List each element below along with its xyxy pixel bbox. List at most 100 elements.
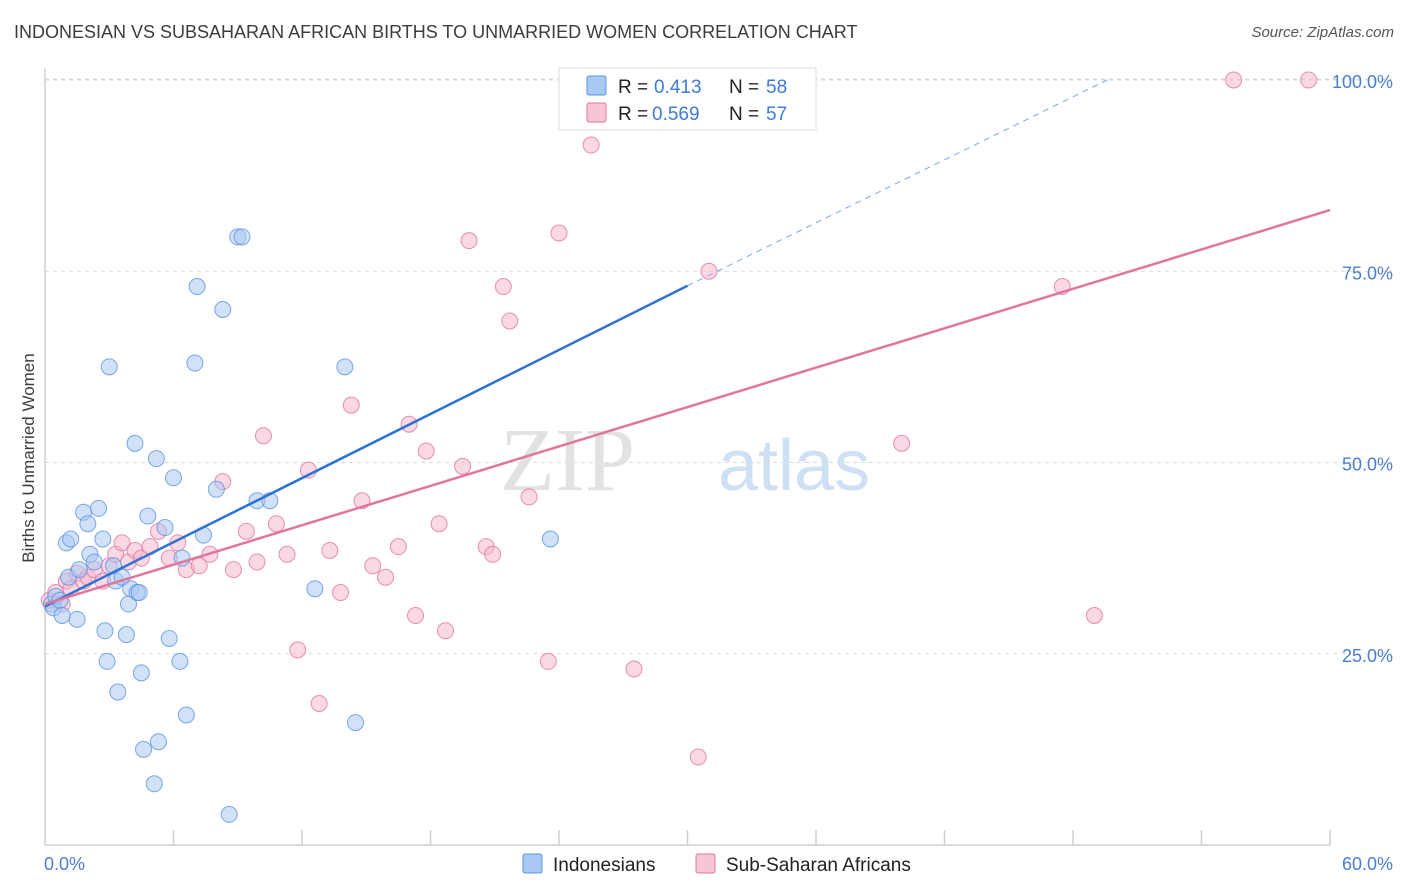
indonesians-point (96, 622, 114, 640)
legend-r-label-2: R = (618, 104, 648, 125)
grid-lines (45, 78, 1392, 655)
indonesians-point (79, 515, 97, 533)
subsaharan-point (364, 557, 382, 575)
subsaharan-point (550, 224, 568, 242)
indonesians-point (94, 530, 112, 548)
indonesians-point (100, 358, 118, 376)
indonesians-point (85, 553, 103, 571)
y-axis-label: Births to Unmarried Women (19, 353, 38, 562)
indonesians-point (98, 652, 116, 670)
legend-n-value-2: 57 (766, 104, 787, 125)
indonesians-point (233, 228, 251, 246)
subsaharan-point (689, 748, 707, 766)
indonesians-point (147, 450, 165, 468)
subsaharan-point (460, 232, 478, 250)
subsaharan-point (625, 660, 643, 678)
subsaharan-point (520, 488, 538, 506)
subsaharan-point (893, 434, 911, 452)
legend-swatch-blue (586, 75, 607, 96)
x-tick-label-max: 60.0% (1342, 854, 1393, 874)
watermark: ZIP atlas (500, 411, 870, 510)
indonesians-point (130, 584, 148, 602)
subsaharan-point (332, 584, 350, 602)
subsaharan-point (1300, 71, 1318, 89)
subsaharan-point (430, 515, 448, 533)
y-tick-label: 25.0% (1342, 646, 1393, 666)
legend-series-name-1: Indonesians (553, 855, 655, 876)
legend-series: Indonesians Sub-Saharan Africans (522, 853, 911, 876)
indonesians-point (70, 561, 88, 579)
trend-lines (44, 79, 1331, 608)
indonesians-point (160, 629, 178, 647)
legend-series-name-2: Sub-Saharan Africans (726, 855, 911, 876)
indonesians-point (135, 740, 153, 758)
y-tick-label: 75.0% (1342, 263, 1393, 283)
legend-n-label-2: N = (729, 104, 759, 125)
indonesians-point (68, 610, 86, 628)
subsaharan-point (407, 607, 425, 624)
indonesians-point (188, 278, 206, 296)
subsaharan-point (417, 442, 435, 460)
subsaharan-point (484, 545, 502, 563)
subsaharan-point (113, 534, 131, 552)
subsaharan-point (1085, 607, 1103, 624)
indonesians-point (117, 626, 135, 644)
legend-n-label-1: N = (729, 77, 759, 98)
indonesians-trend-line (44, 284, 689, 608)
indonesians-point (150, 733, 168, 751)
legend-swatch-subsaharan (695, 853, 716, 874)
indonesians-point (171, 652, 189, 670)
indonesians-point (139, 507, 157, 525)
legend-r-value-1: 0.413 (654, 77, 702, 98)
legend-swatch-pink (586, 102, 607, 123)
subsaharan-point (436, 622, 454, 640)
indonesians-point (53, 607, 71, 624)
indonesians-point (186, 354, 204, 372)
subsaharan-point (539, 652, 557, 670)
indonesians-point (62, 530, 80, 548)
subsaharan-point (700, 262, 718, 280)
subsaharan-trend-line (44, 208, 1331, 606)
subsaharan-point (1225, 71, 1243, 89)
indonesians-point (207, 480, 225, 498)
chart-title: INDONESIAN VS SUBSAHARAN AFRICAN BIRTHS … (14, 22, 858, 42)
subsaharan-point (321, 541, 339, 559)
indonesians-point (132, 664, 150, 682)
indonesians-point (156, 519, 174, 537)
indonesians-point (336, 358, 354, 376)
legend-stats: R = 0.413 N = 58 R = 0.569 N = 57 (558, 67, 817, 131)
subsaharan-point (267, 515, 285, 533)
indonesians-point (90, 499, 108, 517)
y-tick-label: 50.0% (1342, 455, 1393, 475)
indonesians-point (214, 301, 232, 318)
legend-r-label-1: R = (618, 77, 648, 98)
indonesians-point (126, 434, 144, 452)
indonesians-point (109, 683, 127, 701)
source-label: Source: ZipAtlas.com (1251, 24, 1394, 41)
subsaharan-point (237, 522, 255, 540)
subsaharan-point (582, 136, 600, 154)
series-subsaharan-points (40, 71, 1318, 766)
indonesians-point (177, 706, 195, 724)
indonesians-point (165, 469, 182, 487)
subsaharan-point (342, 396, 360, 414)
indonesians-point (145, 775, 163, 793)
subsaharan-point (254, 427, 272, 445)
indonesians-point (347, 714, 365, 732)
x-tick-label-min: 0.0% (44, 854, 85, 874)
legend-n-value-1: 58 (766, 77, 787, 98)
subsaharan-point (289, 641, 307, 659)
legend-r-value-2: 0.569 (652, 104, 700, 125)
subsaharan-point (389, 538, 407, 556)
subsaharan-point (501, 312, 519, 330)
subsaharan-point (454, 457, 472, 475)
legend-swatch-indonesians (522, 853, 543, 874)
subsaharan-point (224, 561, 242, 579)
subsaharan-point (377, 568, 395, 586)
subsaharan-point (494, 278, 512, 296)
subsaharan-point (278, 545, 296, 563)
indonesians-point (220, 805, 238, 823)
y-tick-label: 100.0% (1332, 72, 1393, 92)
indonesians-point (541, 530, 559, 548)
